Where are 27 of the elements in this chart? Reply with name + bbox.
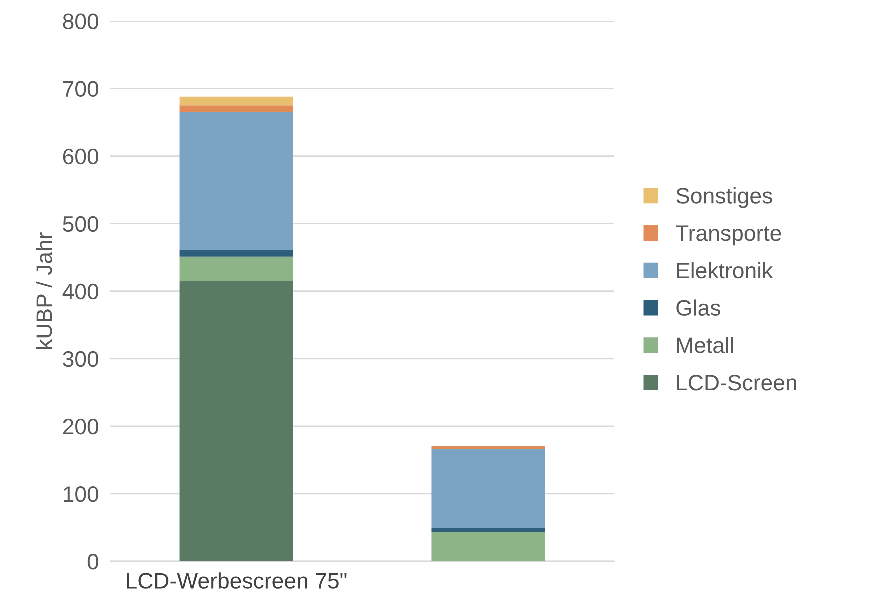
y-tick-label: 200 (63, 418, 99, 435)
legend-label: Transporte (676, 226, 782, 246)
bar (180, 250, 294, 257)
bar (180, 281, 294, 562)
y-tick-label: 300 (63, 351, 99, 368)
bar (432, 446, 546, 450)
x-tick-label: LCD-Werbescreen 75" (127, 572, 347, 589)
legend-label: LCD-Screen (677, 375, 796, 391)
bar (180, 96, 294, 106)
bar (180, 112, 294, 250)
bar (432, 528, 546, 532)
y-tick-label: 600 (63, 148, 99, 165)
bar (180, 106, 294, 112)
y-tick-label: 100 (64, 486, 99, 502)
y-tick-label: 800 (63, 14, 99, 30)
y-tick-label: 500 (63, 216, 99, 232)
bar (432, 532, 546, 562)
y-tick-label: 0 (88, 554, 99, 570)
legend-label: Glas (676, 300, 720, 316)
legend-label: Sonstiges (676, 188, 772, 208)
y-axis-title: kUBP / Jahr (36, 232, 52, 349)
y-tick-label: 700 (63, 81, 99, 98)
bar (180, 256, 294, 282)
bar (432, 449, 546, 528)
y-tick-label: 400 (62, 284, 99, 300)
legend-label: Metall (677, 337, 734, 354)
legend-label: Elektronik (677, 262, 774, 279)
